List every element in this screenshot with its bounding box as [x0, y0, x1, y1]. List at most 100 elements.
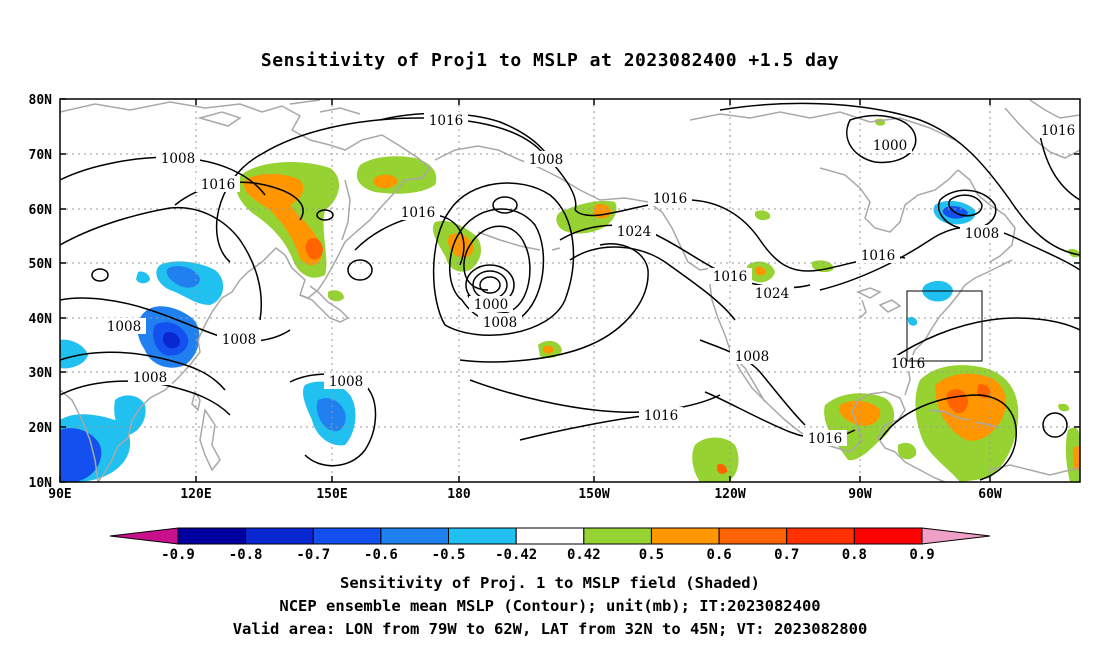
contour-label-layer: 1016 1008 1016 1016 1008 1008 1008 1008 …	[102, 112, 1080, 447]
coast-mexico-gulf	[849, 391, 906, 453]
lon-label: 150E	[316, 487, 347, 502]
lat-label: 60N	[29, 203, 53, 218]
coast-arctic-islands	[197, 99, 361, 127]
pos-area-mexico-core	[716, 463, 728, 474]
coast-hudson	[819, 167, 959, 233]
contour-label: 1008	[960, 225, 1004, 242]
contour-label-text: 1008	[735, 349, 769, 365]
contour-label-text: 1016	[653, 191, 687, 207]
contour-sea-ring-4	[316, 209, 334, 221]
colorbar-tick-label: 0.5	[639, 547, 664, 563]
contour-label: 1016	[856, 247, 900, 264]
contour-1016-mid	[519, 414, 651, 441]
pos-area-gulf-mexico-core	[839, 400, 881, 426]
colorbar-tick-label: -0.9	[161, 547, 195, 563]
contour-labrador-low	[938, 189, 997, 230]
coast-taiwan-phil	[191, 390, 221, 472]
mslp-contours	[60, 102, 1080, 481]
colorbar-tick-label: -0.42	[495, 547, 537, 563]
contour-1016-east	[574, 199, 906, 272]
low-center-ring-1	[479, 276, 501, 294]
coast-central-am	[894, 451, 946, 482]
colorbar-box	[718, 527, 788, 545]
neg-area-small-1	[136, 271, 150, 284]
contour-1016-ne	[1039, 134, 1080, 201]
coast-arctic-canada	[689, 111, 956, 141]
colorbar-left-triangle	[109, 527, 179, 545]
contour-label-text: 1016	[808, 431, 842, 447]
contour-label: 1000	[469, 296, 513, 313]
axis-ticks	[59, 98, 1080, 483]
colorbar-tick-label: 0.9	[909, 547, 934, 563]
contour-label: 1016	[424, 112, 468, 129]
grid-lines	[60, 99, 1080, 482]
contour-1016-atlantic	[889, 317, 1080, 361]
contour-label: 1008	[730, 348, 774, 365]
contour-label-text: 1000	[873, 138, 907, 154]
coast-alaska	[434, 145, 713, 271]
coast-sakhalin	[341, 179, 351, 241]
colorbar-tick-label: -0.8	[229, 547, 263, 563]
contour-1016-midpac	[379, 112, 546, 153]
lat-label: 80N	[29, 93, 53, 108]
pos-area-small-a-core	[543, 345, 554, 354]
valid-area-box	[906, 290, 983, 362]
contour-label: 1008	[217, 331, 261, 348]
colorbar-tick-label: -0.5	[432, 547, 466, 563]
colorbar: -0.9 -0.8 -0.7 -0.6 -0.5 -0.42 0.42 0.5 0.6 0.7 0.…	[109, 527, 991, 563]
contour-label-text: 1016	[1041, 123, 1075, 139]
contour-1024-b	[569, 246, 736, 321]
contour-label: 1008	[128, 369, 172, 386]
contour-label-text: 1016	[429, 113, 463, 129]
lon-label: 120W	[714, 487, 745, 502]
pos-area-yucatan	[898, 442, 917, 460]
lat-label: 40N	[29, 312, 53, 327]
caption-line-3: Valid area: LON from 79W to 62W, LAT fro…	[232, 620, 868, 638]
contour-label-text: 1008	[329, 374, 363, 390]
colorbar-tick-label: -0.6	[364, 547, 398, 563]
low-ring-bering	[492, 196, 518, 214]
contour-label: 1008	[156, 150, 200, 167]
caption-line-1: Sensitivity of Proj. 1 to MSLP field (Sh…	[340, 574, 760, 592]
contour-1008-sw-na	[699, 339, 806, 426]
colorbar-box	[650, 527, 720, 545]
contour-label: 1016	[196, 176, 240, 193]
coast-india	[60, 389, 99, 482]
colorbar-box	[515, 527, 585, 545]
colorbar-box	[245, 527, 314, 545]
coastlines	[60, 99, 1080, 482]
contour-label: 1008	[478, 314, 522, 331]
contour-label: 1016	[396, 204, 440, 221]
neg-area-east-china-inner	[162, 332, 180, 349]
lat-label: 20N	[29, 421, 53, 436]
pos-area-kamchatka-core	[373, 174, 398, 189]
pos-area-okhotsk-inner	[305, 238, 323, 260]
lon-label: 150W	[578, 487, 609, 502]
colorbar-tick-label: 0.6	[706, 547, 731, 563]
contour-label: 1008	[524, 151, 568, 168]
pos-area-dateline-core	[447, 233, 474, 258]
contour-label: 1016	[708, 268, 752, 285]
contour-label-text: 1008	[161, 151, 195, 167]
pos-area-okhotsk-core	[244, 174, 322, 266]
pos-area-canada-small	[755, 210, 771, 221]
contour-1016-south	[469, 379, 721, 414]
neg-area-sw-edge	[60, 339, 88, 369]
lat-label: 10N	[29, 476, 53, 491]
coast-south-am	[989, 464, 1080, 476]
contour-1008-south-asia-2	[60, 351, 226, 391]
low-center-ring-2	[472, 270, 508, 300]
colorbar-box	[448, 527, 517, 545]
colorbar-tick-label: -0.7	[296, 547, 330, 563]
contour-label-text: 1016	[891, 356, 925, 372]
coast-great-lakes	[856, 287, 902, 319]
neg-area-indochina	[114, 395, 146, 435]
contour-label-text: 1016	[861, 248, 895, 264]
contour-1016-sw	[459, 243, 649, 363]
contour-label-text: 1016	[713, 269, 747, 285]
caption-line-2: NCEP ensemble mean MSLP (Contour); unit(…	[279, 597, 821, 615]
contour-label: 1008	[102, 318, 146, 335]
contour-label-text: 1008	[107, 319, 141, 335]
contour-label: 1024	[612, 223, 656, 240]
